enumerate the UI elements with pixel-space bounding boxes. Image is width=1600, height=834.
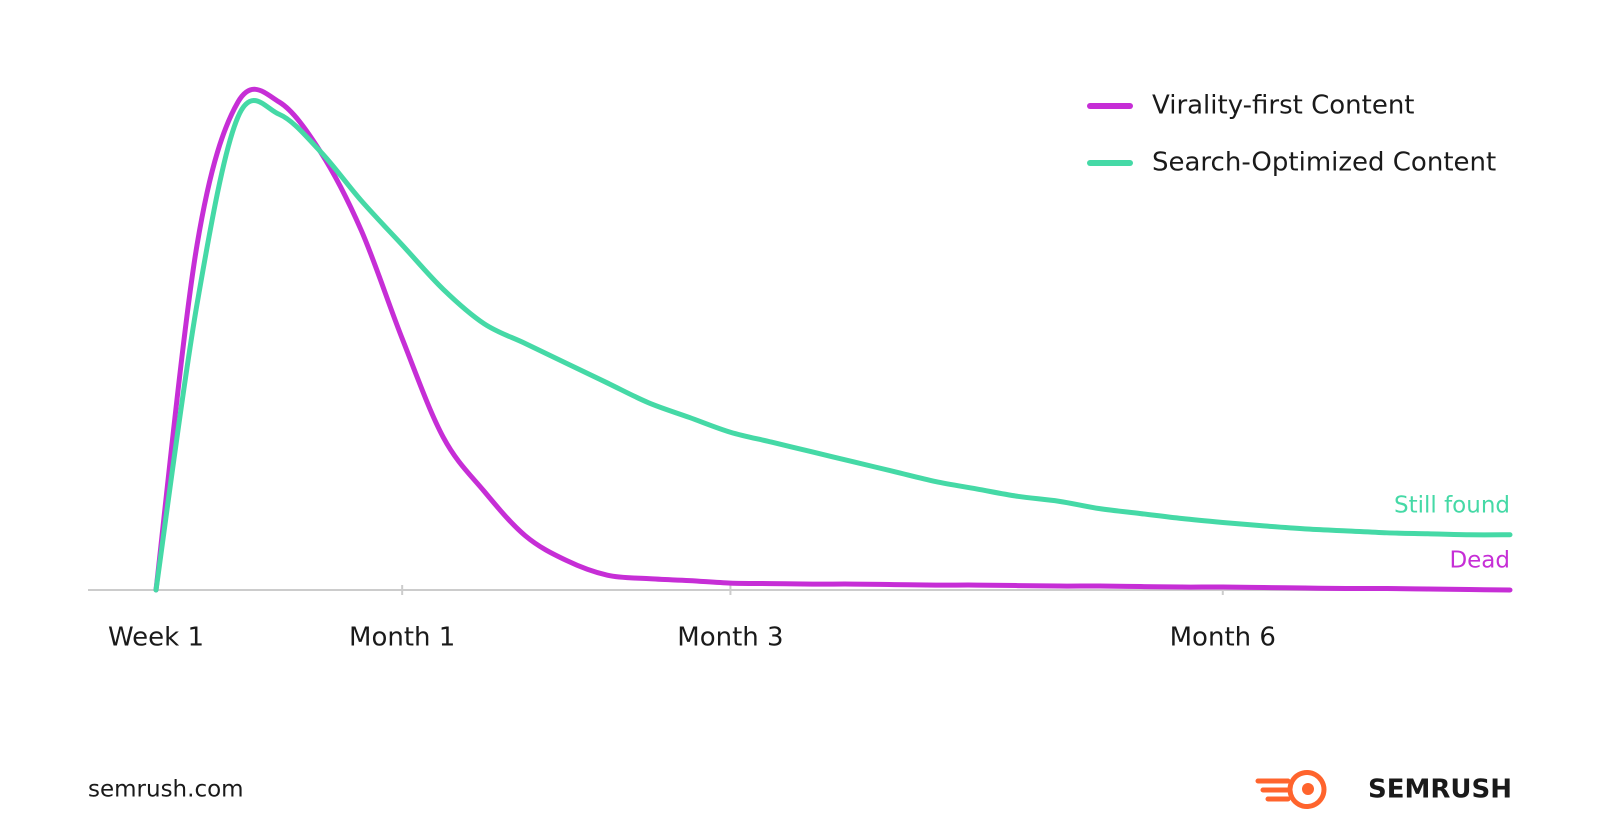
x-tick-label: Month 6 bbox=[1170, 623, 1276, 653]
legend-label: Virality-first Content bbox=[1152, 91, 1415, 121]
line-annotation: Still found bbox=[1394, 492, 1510, 518]
line-annotation: Dead bbox=[1449, 548, 1510, 574]
x-tick-label: Week 1 bbox=[108, 623, 204, 653]
x-tick-label: Month 3 bbox=[677, 623, 783, 653]
brand: SEMRUSH bbox=[1368, 775, 1512, 805]
brand-logo: SEMRUSH bbox=[1255, 770, 1512, 809]
x-tick-label: Month 1 bbox=[349, 623, 455, 653]
line-series bbox=[153, 98, 1513, 593]
legend-label: Search-Optimized Content bbox=[1152, 148, 1496, 178]
source: semrush.com bbox=[88, 777, 244, 803]
